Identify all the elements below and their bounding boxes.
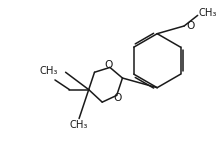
Text: CH₃: CH₃ (39, 66, 58, 76)
Text: O: O (186, 21, 194, 31)
Text: O: O (113, 93, 122, 103)
Text: CH₃: CH₃ (70, 120, 88, 130)
Text: CH₃: CH₃ (199, 8, 217, 18)
Text: O: O (105, 60, 113, 70)
